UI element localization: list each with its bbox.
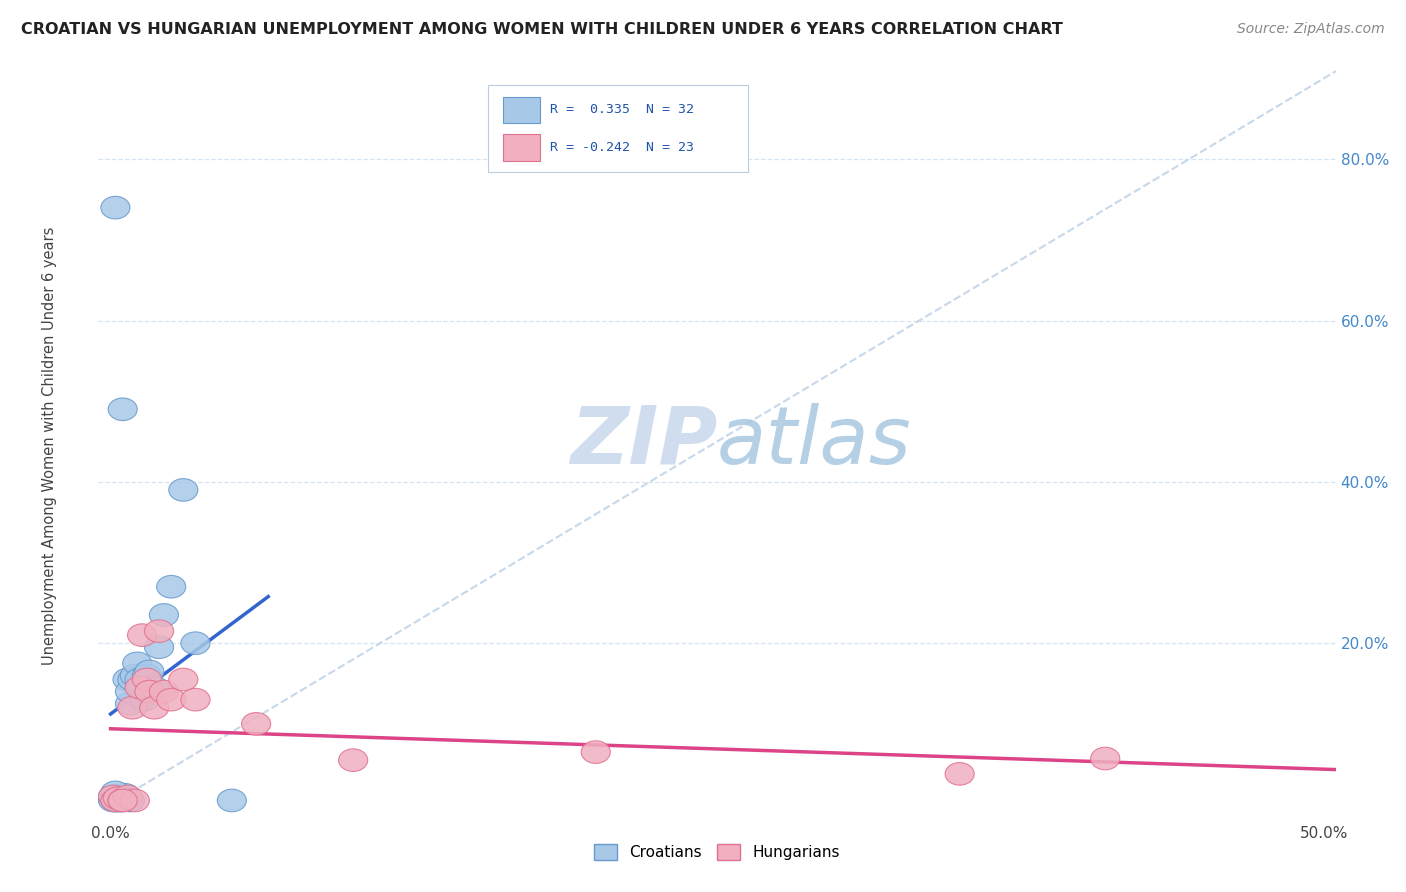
Ellipse shape: [121, 665, 149, 687]
Ellipse shape: [139, 676, 169, 698]
Ellipse shape: [132, 665, 162, 687]
Ellipse shape: [149, 681, 179, 703]
Ellipse shape: [115, 789, 145, 812]
Ellipse shape: [101, 789, 129, 812]
Text: atlas: atlas: [717, 402, 912, 481]
Ellipse shape: [128, 676, 156, 698]
Ellipse shape: [108, 789, 138, 812]
Ellipse shape: [115, 681, 145, 703]
Ellipse shape: [139, 697, 169, 719]
Ellipse shape: [98, 785, 128, 808]
Ellipse shape: [103, 789, 132, 812]
Text: Unemployment Among Women with Children Under 6 years: Unemployment Among Women with Children U…: [42, 227, 56, 665]
Ellipse shape: [181, 632, 209, 655]
Ellipse shape: [112, 785, 142, 808]
Bar: [488, 85, 748, 172]
Text: Source: ZipAtlas.com: Source: ZipAtlas.com: [1237, 22, 1385, 37]
Ellipse shape: [169, 479, 198, 501]
Ellipse shape: [115, 692, 145, 715]
Ellipse shape: [111, 788, 139, 810]
Ellipse shape: [103, 785, 132, 808]
Ellipse shape: [145, 620, 173, 642]
Ellipse shape: [105, 789, 135, 812]
Ellipse shape: [118, 668, 148, 690]
Ellipse shape: [101, 196, 129, 219]
Text: CROATIAN VS HUNGARIAN UNEMPLOYMENT AMONG WOMEN WITH CHILDREN UNDER 6 YEARS CORRE: CROATIAN VS HUNGARIAN UNEMPLOYMENT AMONG…: [21, 22, 1063, 37]
Ellipse shape: [122, 652, 152, 674]
Ellipse shape: [101, 789, 129, 812]
Text: R = -0.242  N = 23: R = -0.242 N = 23: [550, 141, 695, 153]
Ellipse shape: [103, 787, 132, 809]
Ellipse shape: [218, 789, 246, 812]
Ellipse shape: [149, 604, 179, 626]
Ellipse shape: [128, 624, 156, 647]
Ellipse shape: [129, 689, 159, 711]
Ellipse shape: [108, 789, 138, 812]
Ellipse shape: [118, 697, 148, 719]
Ellipse shape: [339, 749, 368, 772]
Legend: Croatians, Hungarians: Croatians, Hungarians: [588, 838, 846, 866]
Bar: [503, 96, 540, 123]
Ellipse shape: [135, 660, 165, 682]
Ellipse shape: [181, 689, 209, 711]
Ellipse shape: [145, 636, 173, 658]
Ellipse shape: [108, 787, 138, 809]
Ellipse shape: [121, 789, 149, 812]
Ellipse shape: [135, 681, 165, 703]
Ellipse shape: [108, 398, 138, 420]
Ellipse shape: [132, 668, 162, 690]
Ellipse shape: [98, 785, 128, 808]
Ellipse shape: [945, 763, 974, 785]
Ellipse shape: [581, 740, 610, 764]
Ellipse shape: [169, 668, 198, 690]
Ellipse shape: [156, 689, 186, 711]
Ellipse shape: [98, 789, 128, 812]
Ellipse shape: [242, 713, 271, 735]
Ellipse shape: [125, 676, 155, 698]
Ellipse shape: [105, 787, 135, 809]
Text: ZIP: ZIP: [569, 402, 717, 481]
Ellipse shape: [101, 781, 129, 804]
Ellipse shape: [125, 668, 155, 690]
Bar: [503, 135, 540, 161]
Ellipse shape: [112, 668, 142, 690]
Ellipse shape: [1091, 747, 1119, 770]
Text: R =  0.335  N = 32: R = 0.335 N = 32: [550, 103, 695, 116]
Ellipse shape: [111, 783, 139, 806]
Ellipse shape: [156, 575, 186, 598]
